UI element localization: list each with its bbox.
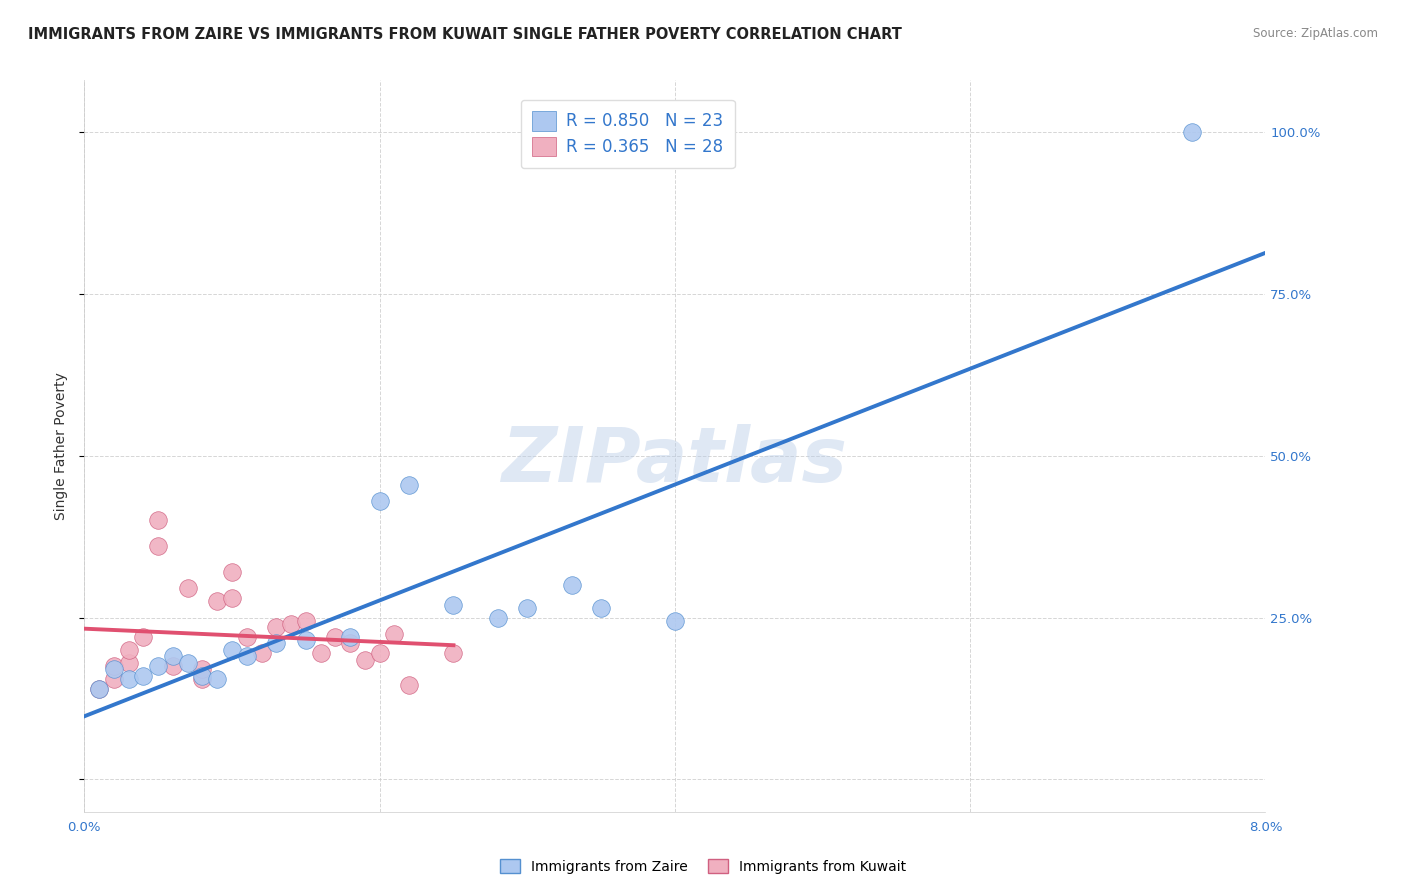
Point — [443, 646, 465, 660]
Point — [250, 646, 273, 660]
Point — [118, 672, 141, 686]
Point — [591, 600, 613, 615]
Point — [191, 669, 214, 683]
Point — [280, 617, 302, 632]
Point — [295, 633, 318, 648]
Point — [443, 598, 465, 612]
Y-axis label: Single Father Poverty: Single Father Poverty — [55, 372, 69, 520]
Point — [516, 600, 538, 615]
Point — [295, 614, 318, 628]
Point — [162, 659, 184, 673]
Point — [132, 630, 155, 644]
Point — [87, 681, 111, 696]
Text: ZIPatlas: ZIPatlas — [502, 424, 848, 498]
Point — [398, 478, 420, 492]
Point — [207, 594, 229, 608]
Point — [325, 630, 347, 644]
Point — [235, 649, 259, 664]
Text: IMMIGRANTS FROM ZAIRE VS IMMIGRANTS FROM KUWAIT SINGLE FATHER POVERTY CORRELATIO: IMMIGRANTS FROM ZAIRE VS IMMIGRANTS FROM… — [28, 27, 903, 42]
Point — [398, 678, 420, 692]
Point — [118, 643, 141, 657]
Point — [87, 681, 111, 696]
Point — [486, 610, 509, 624]
Point — [118, 656, 141, 670]
Point — [177, 582, 200, 596]
Point — [148, 513, 170, 527]
Point — [191, 662, 214, 676]
Point — [384, 626, 406, 640]
Point — [148, 659, 170, 673]
Point — [221, 566, 243, 580]
Point — [177, 656, 200, 670]
Point — [368, 646, 391, 660]
Point — [207, 672, 229, 686]
Point — [162, 649, 184, 664]
Point — [354, 652, 377, 666]
Point — [1181, 125, 1204, 139]
Point — [368, 494, 391, 508]
Point — [264, 636, 288, 650]
Point — [103, 659, 125, 673]
Point — [191, 672, 214, 686]
Point — [235, 630, 259, 644]
Point — [103, 662, 125, 676]
Text: Source: ZipAtlas.com: Source: ZipAtlas.com — [1253, 27, 1378, 40]
Point — [221, 643, 243, 657]
Point — [664, 614, 686, 628]
Legend: Immigrants from Zaire, Immigrants from Kuwait: Immigrants from Zaire, Immigrants from K… — [494, 852, 912, 880]
Point — [148, 539, 170, 553]
Point — [339, 636, 361, 650]
Point — [221, 591, 243, 606]
Point — [264, 620, 288, 634]
Point — [132, 669, 155, 683]
Legend: R = 0.850   N = 23, R = 0.365   N = 28: R = 0.850 N = 23, R = 0.365 N = 28 — [520, 100, 734, 168]
Point — [103, 672, 125, 686]
Point — [339, 630, 361, 644]
Point — [309, 646, 332, 660]
Point — [561, 578, 583, 592]
